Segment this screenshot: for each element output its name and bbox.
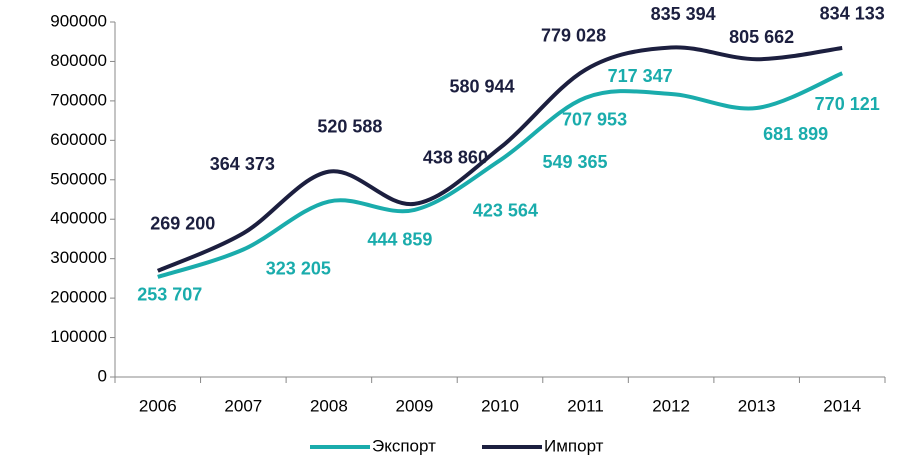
x-tick-label: 2009 [396, 396, 434, 415]
value-label: 269 200 [150, 214, 215, 234]
value-label: 323 205 [266, 258, 331, 278]
value-label: 580 944 [449, 77, 514, 97]
series-line [156, 45, 843, 273]
x-tick-label: 2013 [738, 396, 776, 415]
y-tick-label: 200000 [50, 288, 107, 307]
x-tick-label: 2014 [823, 396, 861, 415]
x-tick-label: 2012 [652, 396, 690, 415]
legend-label: Экспорт [372, 436, 436, 455]
x-tick-label: 2010 [481, 396, 519, 415]
y-tick-label: 600000 [50, 130, 107, 149]
value-label: 770 121 [815, 94, 880, 114]
x-tick-label: 2007 [224, 396, 262, 415]
y-tick-label: 800000 [50, 51, 107, 70]
y-tick-label: 0 [98, 366, 107, 385]
value-label: 779 028 [541, 25, 606, 45]
y-tick-label: 300000 [50, 248, 107, 267]
x-tick-label: 2011 [567, 396, 604, 415]
value-label: 681 899 [763, 124, 828, 144]
value-label: 520 588 [317, 116, 382, 136]
value-label: 717 347 [608, 66, 673, 86]
value-label: 805 662 [729, 27, 794, 47]
y-tick-label: 900000 [50, 11, 107, 30]
value-label: 549 365 [542, 152, 607, 172]
value-label: 835 394 [651, 4, 716, 24]
x-tick-label: 2006 [139, 396, 177, 415]
x-tick-label: 2008 [310, 396, 348, 415]
value-label: 834 133 [820, 4, 885, 24]
y-tick-label: 700000 [50, 90, 107, 109]
y-tick-label: 100000 [50, 327, 107, 346]
y-tick-label: 500000 [50, 169, 107, 188]
y-tick-label: 400000 [50, 209, 107, 228]
value-label: 364 373 [210, 154, 275, 174]
value-label: 444 859 [367, 229, 432, 249]
value-label: 438 860 [423, 148, 488, 168]
value-label: 423 564 [473, 201, 538, 221]
series-line [157, 71, 844, 279]
value-label: 253 707 [137, 285, 202, 305]
value-label: 707 953 [562, 110, 627, 130]
legend-label: Импорт [544, 436, 604, 455]
